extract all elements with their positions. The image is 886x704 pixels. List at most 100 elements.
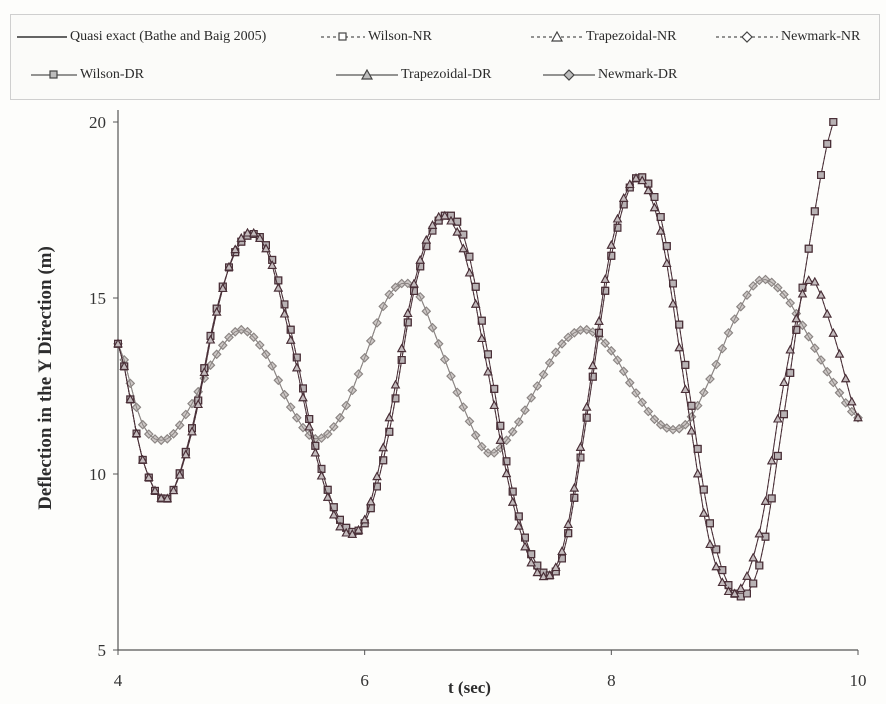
series-0 xyxy=(117,278,859,454)
triangle-marker xyxy=(544,570,555,579)
series-5 xyxy=(113,173,863,598)
triangle-marker xyxy=(285,335,296,344)
legend-item-wilson-dr: Wilson-DR xyxy=(31,67,144,83)
square-marker xyxy=(576,453,585,462)
triangle-marker xyxy=(680,384,691,394)
triangle-marker xyxy=(822,308,832,318)
square-marker xyxy=(786,368,795,377)
triangle-marker xyxy=(594,316,604,325)
triangle-marker xyxy=(717,577,728,587)
square-marker xyxy=(693,444,702,453)
solid-triangle-swatch-icon xyxy=(336,69,398,80)
square-marker xyxy=(829,117,838,126)
legend-item-trapezoidal-nr: Trapezoidal-NR xyxy=(531,29,676,45)
triangle-marker xyxy=(199,367,210,376)
square-marker xyxy=(742,589,751,598)
triangle-marker xyxy=(569,482,580,492)
series-4 xyxy=(113,117,838,601)
triangle-marker xyxy=(310,447,321,457)
series-3 xyxy=(113,274,863,458)
triangle-marker xyxy=(131,428,142,438)
triangle-marker xyxy=(742,571,752,580)
dashed-diamond-swatch-icon xyxy=(716,31,778,43)
triangle-marker xyxy=(637,175,647,185)
legend-label: Trapezoidal-DR xyxy=(401,67,492,82)
square-marker xyxy=(403,318,412,327)
triangle-marker xyxy=(273,282,284,292)
square-marker xyxy=(675,320,684,329)
triangle-marker xyxy=(625,179,635,188)
triangle-marker xyxy=(316,470,327,480)
triangle-marker xyxy=(415,255,425,264)
triangle-marker xyxy=(791,313,802,323)
triangle-marker xyxy=(477,333,487,343)
triangle-marker xyxy=(255,233,265,242)
series-layer xyxy=(113,117,863,601)
triangle-marker xyxy=(520,541,530,551)
square-marker xyxy=(385,427,394,436)
triangle-marker xyxy=(421,234,432,244)
solid-diamond-swatch-icon xyxy=(543,69,595,81)
solid-square-swatch-icon xyxy=(31,70,77,79)
triangle-marker xyxy=(298,392,308,402)
triangle-marker xyxy=(193,399,203,409)
triangle-marker xyxy=(754,528,765,538)
triangle-marker xyxy=(581,401,592,411)
series-line xyxy=(117,121,834,598)
legend-label: Trapezoidal-NR xyxy=(586,29,677,44)
triangle-marker xyxy=(329,509,339,519)
square-marker xyxy=(613,223,622,232)
series-line xyxy=(117,177,859,595)
triangle-marker xyxy=(736,583,746,593)
square-marker xyxy=(299,384,308,393)
square-marker xyxy=(471,282,480,291)
triangle-marker xyxy=(113,338,123,348)
square-marker xyxy=(767,494,776,503)
triangle-marker xyxy=(335,521,345,531)
triangle-marker xyxy=(464,267,475,277)
triangle-marker xyxy=(551,562,561,572)
triangle-marker xyxy=(433,211,444,221)
triangle-marker xyxy=(359,514,370,524)
legend-label: Newmark-NR xyxy=(781,29,861,44)
triangle-marker xyxy=(538,571,549,581)
triangle-marker xyxy=(779,377,789,387)
triangle-marker xyxy=(699,508,709,517)
triangle-marker xyxy=(816,289,826,299)
triangle-marker xyxy=(766,455,777,465)
triangle-marker xyxy=(612,213,623,223)
triangle-marker xyxy=(532,567,543,577)
triangle-marker xyxy=(409,278,419,288)
x-tick-label: 8 xyxy=(607,671,616,690)
series-line xyxy=(117,121,834,598)
triangle-marker xyxy=(403,308,413,317)
triangle-marker xyxy=(692,468,703,478)
square-marker xyxy=(508,487,517,496)
square-marker xyxy=(410,287,419,296)
triangle-marker xyxy=(390,379,401,389)
triangle-marker xyxy=(353,524,364,534)
square-marker xyxy=(712,545,721,554)
series-1 xyxy=(113,117,838,601)
triangle-marker xyxy=(187,426,197,436)
triangle-marker xyxy=(803,275,814,284)
square-marker xyxy=(588,372,597,381)
x-tick-label: 10 xyxy=(850,671,867,690)
square-marker xyxy=(373,482,382,491)
triangle-marker xyxy=(514,520,524,530)
triangle-marker xyxy=(279,308,290,318)
ticks: 5 10 15 20 4 6 8 10 xyxy=(89,113,867,690)
legend-label: Quasi exact (Bathe and Baig 2005) xyxy=(70,29,267,44)
square-marker xyxy=(465,252,474,261)
y-tick-label: 5 xyxy=(98,641,107,660)
triangle-marker xyxy=(507,497,518,506)
legend-item-quasi-exact: Quasi exact (Bathe and Baig 2005) xyxy=(17,29,266,45)
square-marker xyxy=(681,360,690,369)
x-tick-label: 6 xyxy=(360,671,369,690)
triangle-marker xyxy=(853,412,863,422)
triangle-marker xyxy=(144,472,154,482)
triangle-marker xyxy=(440,210,450,220)
triangle-marker xyxy=(748,552,758,562)
triangle-marker xyxy=(230,244,240,254)
dashed-square-swatch-icon xyxy=(321,32,365,41)
